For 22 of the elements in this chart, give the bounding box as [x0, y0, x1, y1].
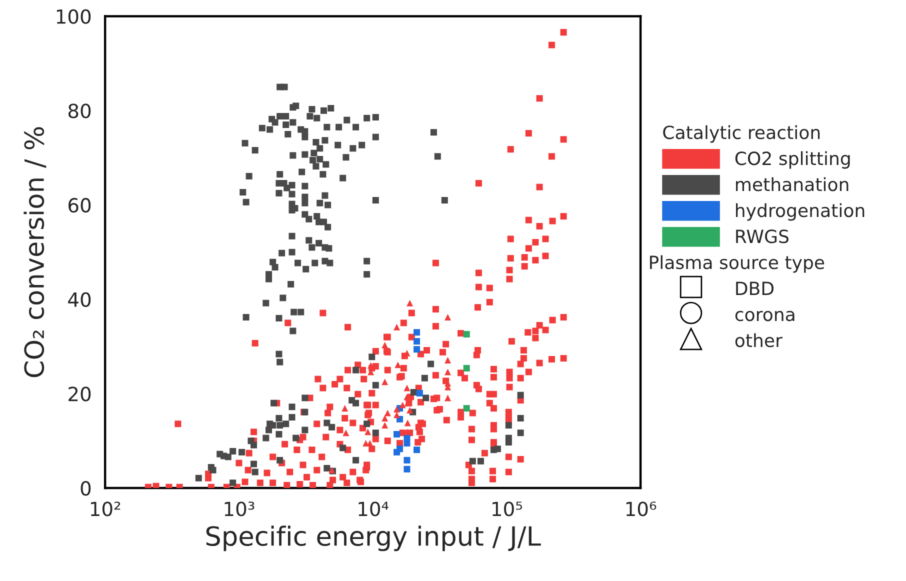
x-tick-label: 10⁵ — [492, 502, 522, 516]
y-tick-label: 60 — [68, 198, 91, 213]
text: corona — [735, 310, 794, 322]
x-tick-label: 10⁶ — [626, 502, 656, 516]
x-axis-title: Specific energy input / J/L — [206, 526, 541, 552]
y-tick-label: 80 — [68, 104, 91, 118]
x-tick-label: 10² — [90, 502, 120, 516]
x-tick-label: 10⁴ — [358, 502, 388, 516]
y-tick-label: 20 — [68, 386, 91, 402]
y-tick-label: 40 — [68, 292, 91, 307]
legend-title: Catalytic reaction — [663, 125, 820, 143]
legend-label: methanation — [736, 177, 848, 192]
text: other — [735, 333, 782, 348]
legend-label: CO2 splitting — [735, 151, 850, 169]
text: DBD — [736, 282, 774, 295]
y-tick-label: 100 — [56, 9, 91, 24]
text: Plasma source type — [650, 255, 824, 273]
y-axis-title: CO₂ conversion / % — [24, 127, 46, 378]
y-tick-label: 0 — [80, 480, 91, 496]
legend-label: hydrogenation — [736, 203, 864, 221]
legend-label: RWGS — [736, 230, 788, 244]
x-tick-label: 10³ — [224, 502, 254, 516]
